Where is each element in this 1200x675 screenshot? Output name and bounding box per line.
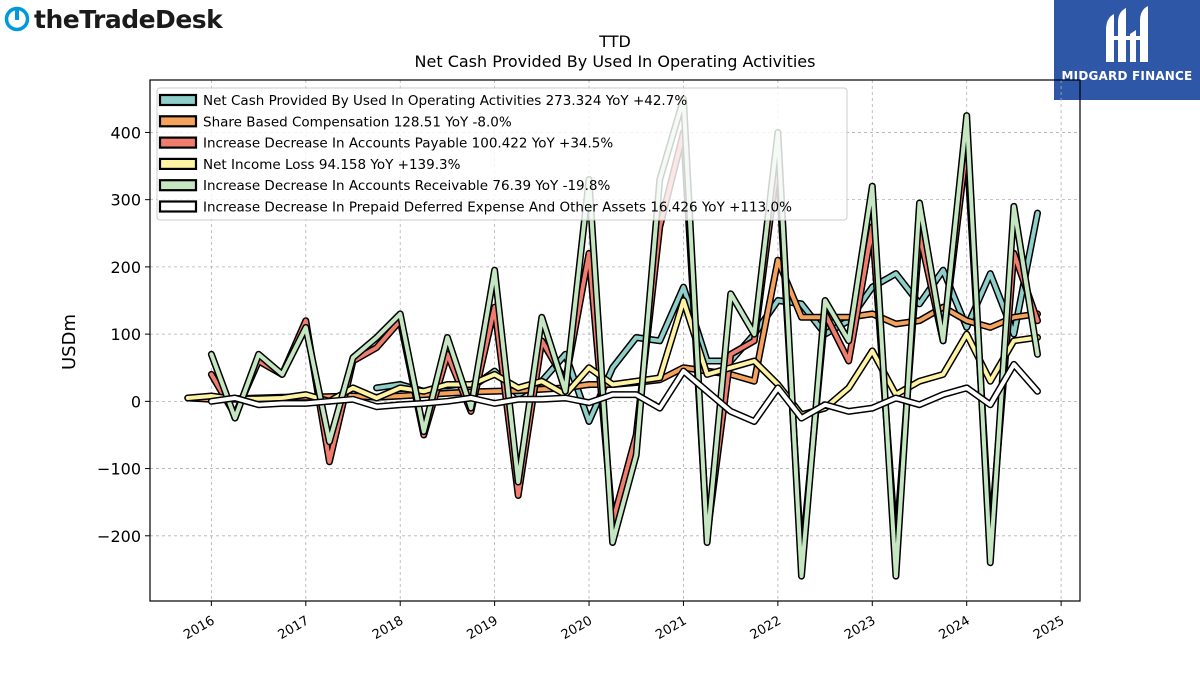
x-tick-label: 2022 (748, 613, 784, 643)
midgard-finance-logo: MIDGARD FINANCE (1054, 0, 1200, 100)
series-line (209, 96, 1040, 579)
legend-label: Net Income Loss 94.158 YoY +139.3% (203, 157, 461, 173)
legend: Net Cash Provided By Used In Operating A… (156, 87, 848, 221)
y-tick-label: 300 (110, 191, 141, 210)
y-tick-label: 400 (110, 123, 141, 142)
legend-label: Share Based Compensation 128.51 YoY -8.0… (203, 114, 512, 130)
tradedesk-logo-text: theTradeDesk (34, 4, 223, 34)
series-6 (207, 360, 1041, 425)
legend-label: Increase Decrease In Accounts Payable 10… (203, 136, 613, 152)
tradedesk-logo-icon (4, 6, 30, 32)
y-axis: −200 −100 0 100 200 300 400 (97, 123, 150, 546)
y-tick-label: −200 (97, 527, 141, 546)
chart-subtitle: Net Cash Provided By Used In Operating A… (415, 52, 816, 71)
y-tick-label: −100 (97, 460, 141, 479)
legend-swatch (158, 93, 198, 107)
legend-swatch (158, 157, 198, 170)
x-tick-label: 2025 (1031, 613, 1067, 643)
legend-label: Increase Decrease In Accounts Receivable… (203, 178, 611, 194)
y-tick-label: 200 (110, 258, 141, 277)
x-tick-label: 2017 (276, 613, 312, 643)
midgard-finance-logo-text: MIDGARD FINANCE (1061, 69, 1193, 83)
x-tick-label: 2018 (370, 613, 406, 643)
legend-label: Net Cash Provided By Used In Operating A… (203, 93, 687, 109)
y-tick-label: 0 (131, 392, 141, 411)
series-5 (207, 95, 1041, 580)
x-axis: 2016 2017 2018 2019 2020 2021 2022 2023 2024 2025 (181, 601, 1067, 643)
plot-frame (149, 79, 1081, 602)
legend-swatch (158, 200, 198, 213)
x-tick-label: 2019 (464, 613, 500, 643)
y-axis-label: USDm (59, 314, 80, 370)
y-tick-label: 100 (110, 325, 141, 344)
x-tick-label: 2016 (181, 613, 217, 643)
legend-box (156, 87, 848, 221)
series-lines (184, 95, 1041, 580)
x-tick-label: 2024 (937, 613, 973, 643)
x-tick-label: 2023 (842, 613, 878, 643)
chart-title: TTD (598, 32, 631, 51)
x-tick-label: 2021 (653, 613, 689, 643)
tradedesk-logo: theTradeDesk (4, 4, 223, 34)
legend-swatch (158, 136, 198, 149)
series-line (209, 362, 1040, 424)
x-tick-label: 2020 (559, 613, 595, 643)
legend-swatch (158, 115, 198, 128)
legend-swatch (158, 179, 198, 192)
legend-label: Increase Decrease In Prepaid Deferred Ex… (203, 200, 792, 216)
midgard-finance-logo-icon (1106, 6, 1148, 62)
